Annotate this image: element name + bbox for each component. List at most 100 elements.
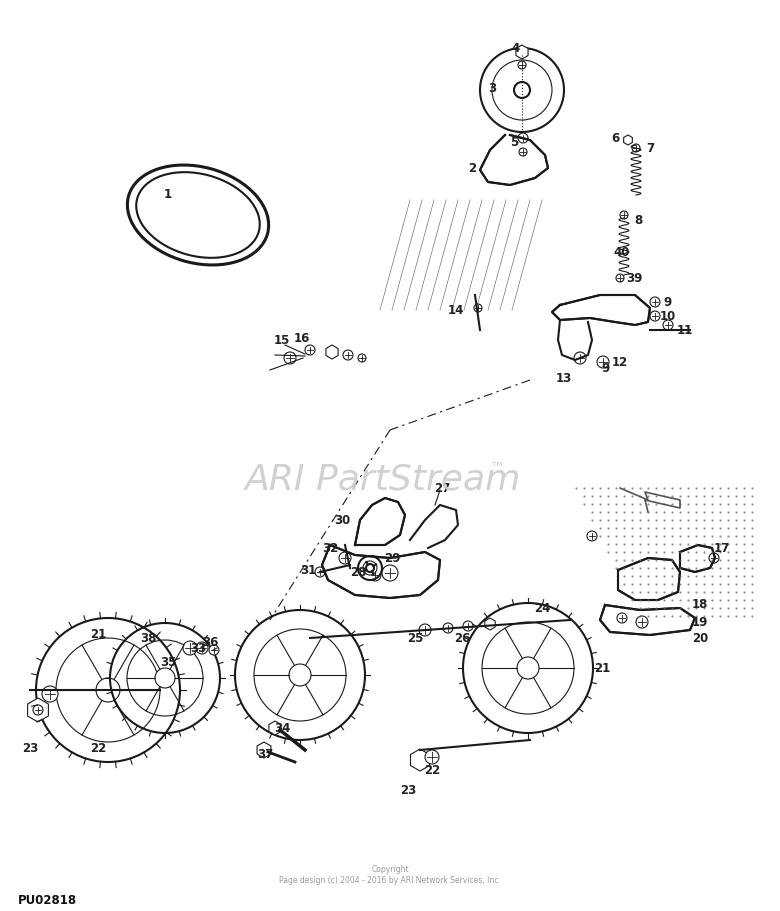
Polygon shape [326, 345, 338, 359]
Circle shape [369, 569, 381, 581]
Circle shape [636, 616, 648, 628]
Text: 35: 35 [160, 656, 176, 669]
Circle shape [480, 48, 564, 132]
Circle shape [514, 82, 530, 98]
Text: 5: 5 [510, 136, 518, 148]
Polygon shape [410, 749, 430, 771]
Circle shape [443, 623, 453, 633]
Polygon shape [269, 721, 281, 735]
Text: 37: 37 [257, 749, 273, 762]
Text: 4: 4 [512, 42, 520, 55]
Text: 9: 9 [664, 295, 672, 309]
Circle shape [620, 211, 628, 219]
Circle shape [358, 556, 382, 580]
Polygon shape [624, 135, 633, 145]
Circle shape [155, 668, 175, 688]
Text: 22: 22 [424, 763, 440, 776]
Polygon shape [618, 558, 680, 600]
Circle shape [517, 657, 539, 679]
Text: 2: 2 [468, 161, 476, 175]
Circle shape [366, 564, 374, 572]
Polygon shape [480, 135, 548, 185]
Text: 1: 1 [164, 189, 172, 201]
Text: 18: 18 [692, 599, 708, 611]
Text: 40: 40 [614, 245, 630, 259]
Text: 39: 39 [626, 271, 642, 284]
Circle shape [617, 613, 627, 623]
Circle shape [289, 664, 311, 686]
Polygon shape [257, 742, 271, 758]
Text: 3: 3 [488, 81, 496, 95]
Text: 23: 23 [400, 783, 416, 796]
Text: 33: 33 [190, 641, 206, 654]
Polygon shape [600, 605, 695, 635]
Circle shape [616, 274, 624, 282]
Circle shape [709, 553, 719, 563]
Circle shape [650, 297, 660, 307]
Polygon shape [680, 545, 715, 572]
Circle shape [209, 645, 219, 655]
Text: PU02818: PU02818 [18, 894, 77, 906]
Text: Copyright
Page design (c) 2004 - 2016 by ARI Network Services, Inc.: Copyright Page design (c) 2004 - 2016 by… [279, 865, 501, 885]
Text: 16: 16 [294, 332, 310, 344]
Text: 38: 38 [140, 631, 156, 644]
Circle shape [574, 352, 586, 364]
Circle shape [196, 642, 208, 654]
Text: 8: 8 [634, 213, 642, 227]
Text: 23: 23 [22, 742, 38, 754]
Text: 19: 19 [692, 616, 708, 629]
Text: 6: 6 [611, 131, 619, 145]
Polygon shape [27, 698, 48, 722]
Text: 26: 26 [454, 631, 470, 644]
Text: 13: 13 [556, 372, 572, 384]
Circle shape [42, 686, 58, 702]
Circle shape [358, 354, 366, 362]
Circle shape [597, 356, 609, 368]
Text: 20: 20 [692, 631, 708, 644]
Circle shape [650, 311, 660, 321]
Circle shape [183, 641, 197, 655]
Text: 32: 32 [322, 541, 338, 555]
Circle shape [284, 352, 296, 364]
Text: 21: 21 [90, 629, 106, 641]
Circle shape [96, 678, 120, 702]
Text: 17: 17 [714, 541, 730, 555]
Text: ™: ™ [490, 460, 505, 476]
Circle shape [33, 705, 43, 715]
Circle shape [343, 350, 353, 360]
Polygon shape [552, 295, 650, 325]
Text: 31: 31 [300, 564, 316, 577]
Circle shape [425, 750, 439, 764]
Text: 10: 10 [660, 310, 676, 322]
Text: 21: 21 [594, 661, 610, 674]
Circle shape [474, 304, 482, 312]
Circle shape [663, 320, 673, 330]
Text: 27: 27 [434, 482, 450, 495]
Text: 34: 34 [274, 722, 290, 734]
Polygon shape [485, 618, 495, 630]
Text: 30: 30 [334, 514, 350, 527]
Circle shape [518, 61, 526, 69]
Text: ARI PartStream: ARI PartStream [245, 463, 521, 497]
Polygon shape [516, 45, 528, 59]
Text: 12: 12 [612, 355, 628, 369]
Text: 22: 22 [90, 742, 106, 754]
Text: 28: 28 [349, 566, 366, 578]
Polygon shape [355, 498, 405, 545]
Text: 24: 24 [534, 601, 550, 615]
Circle shape [463, 621, 473, 631]
Text: 25: 25 [407, 631, 424, 644]
Circle shape [382, 565, 398, 581]
Circle shape [587, 531, 597, 541]
Circle shape [519, 148, 527, 156]
Text: 9: 9 [601, 362, 609, 374]
Circle shape [632, 144, 640, 152]
Circle shape [315, 567, 325, 577]
Text: 29: 29 [384, 551, 400, 565]
Text: 15: 15 [274, 333, 290, 346]
Text: 36: 36 [202, 637, 218, 650]
Circle shape [518, 133, 528, 143]
Text: 7: 7 [646, 141, 654, 155]
Text: 11: 11 [677, 323, 693, 336]
Circle shape [339, 552, 351, 564]
